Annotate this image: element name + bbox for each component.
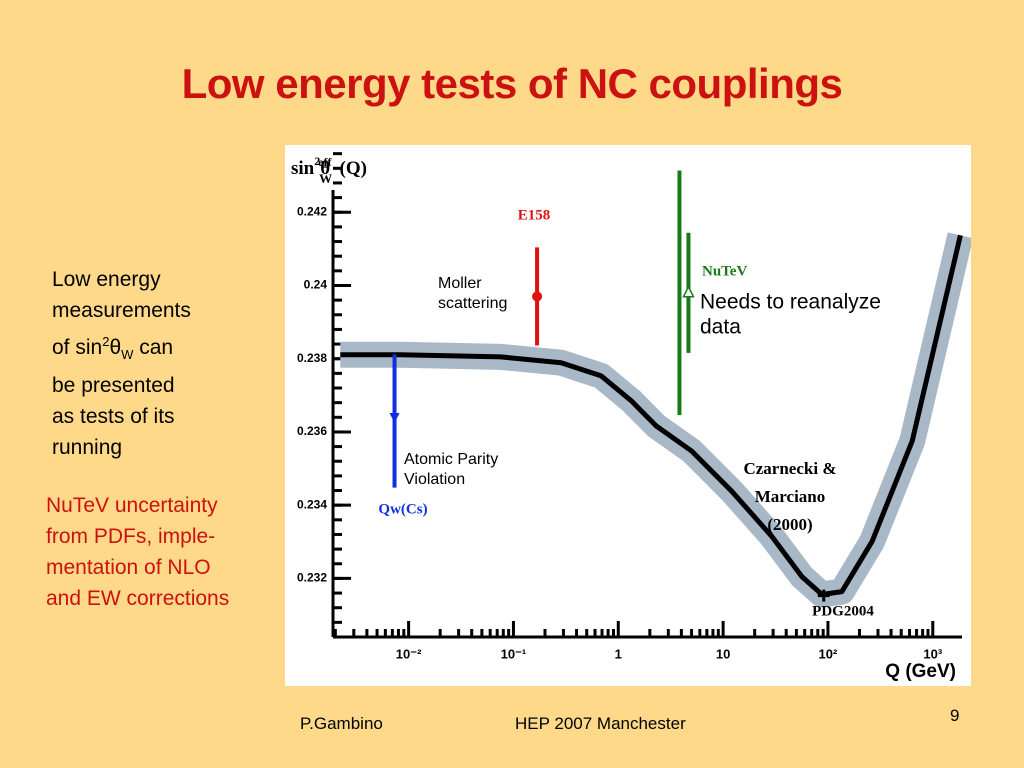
x-tick-label: 10² bbox=[819, 646, 838, 661]
curve-label: Marciano bbox=[755, 487, 826, 506]
x-tick-label: 1 bbox=[615, 646, 622, 661]
text-line: mentation of NLO bbox=[46, 556, 211, 579]
text-line: and EW corrections bbox=[46, 587, 230, 610]
y-tick-label: 0.24 bbox=[304, 278, 328, 292]
curve-label: Czarnecki & bbox=[743, 459, 836, 478]
point-note: Needs to reanalyze bbox=[700, 291, 881, 314]
y-tick-label: 0.232 bbox=[297, 571, 327, 585]
y-tick-label: 0.234 bbox=[297, 497, 327, 511]
data-point bbox=[532, 291, 543, 302]
chart: sin2θWeff (Q) Q (GeV) 0.232 0.234 0.236 0.23… bbox=[285, 145, 971, 686]
theory-curve bbox=[340, 234, 963, 597]
x-axis-title: Q (GeV) bbox=[885, 661, 956, 682]
text-line: be presented bbox=[52, 374, 175, 398]
curve-label: (2000) bbox=[767, 515, 812, 534]
x-tick-label: 10 bbox=[716, 646, 730, 661]
text-line: measurements bbox=[52, 299, 191, 322]
y-axis-title: sin2θWeff (Q) bbox=[291, 154, 367, 186]
point-label: E158 bbox=[518, 207, 551, 223]
text: 2 bbox=[314, 154, 320, 168]
point-note: Atomic Parity bbox=[404, 451, 498, 468]
text-line: running bbox=[52, 436, 123, 460]
text: 2 bbox=[102, 334, 110, 349]
text-line: of sin2θW can bbox=[52, 326, 191, 370]
text: (Q) bbox=[340, 158, 367, 179]
y-tick-label: 0.242 bbox=[297, 204, 327, 218]
point-label: PDG2004 bbox=[812, 603, 874, 619]
point-note: data bbox=[700, 316, 741, 339]
x-tick-label: 10⁻¹ bbox=[501, 646, 527, 661]
point-note: scattering bbox=[438, 295, 507, 312]
data-point bbox=[389, 412, 400, 423]
text: of sin bbox=[52, 336, 103, 359]
point-note: Moller bbox=[438, 275, 482, 292]
data-point bbox=[682, 285, 695, 298]
text: W bbox=[121, 347, 134, 363]
point-note: Violation bbox=[404, 471, 465, 488]
text: θ bbox=[320, 158, 330, 179]
text-line: NuTeV uncertainty bbox=[46, 494, 218, 517]
footer-author: P.Gambino bbox=[300, 714, 383, 733]
page-number: 9 bbox=[950, 706, 960, 725]
slide-title: Low energy tests of NC couplings bbox=[181, 60, 843, 107]
text-line: from PDFs, imple- bbox=[46, 525, 216, 548]
red-text: NuTeV uncertainty from PDFs, imple- ment… bbox=[46, 490, 229, 614]
y-tick-label: 0.238 bbox=[297, 351, 327, 365]
left-text: Low energy measurements of sin2θW can be… bbox=[52, 264, 191, 463]
x-tick-label: 10⁻² bbox=[396, 646, 422, 661]
point-label: Qw(Cs) bbox=[378, 501, 427, 517]
text-line: Low energy bbox=[52, 268, 161, 291]
y-tick-label: 0.236 bbox=[297, 424, 327, 438]
text: sin bbox=[291, 158, 315, 179]
point-label: NuTeV bbox=[702, 263, 747, 279]
text-line: as tests of its bbox=[52, 405, 175, 429]
x-tick-label: 10³ bbox=[923, 646, 942, 661]
text: W bbox=[319, 171, 332, 186]
text: θ bbox=[109, 336, 122, 359]
text: eff bbox=[318, 155, 332, 169]
footer-event: HEP 2007 Manchester bbox=[515, 714, 686, 733]
text: can bbox=[133, 336, 174, 359]
